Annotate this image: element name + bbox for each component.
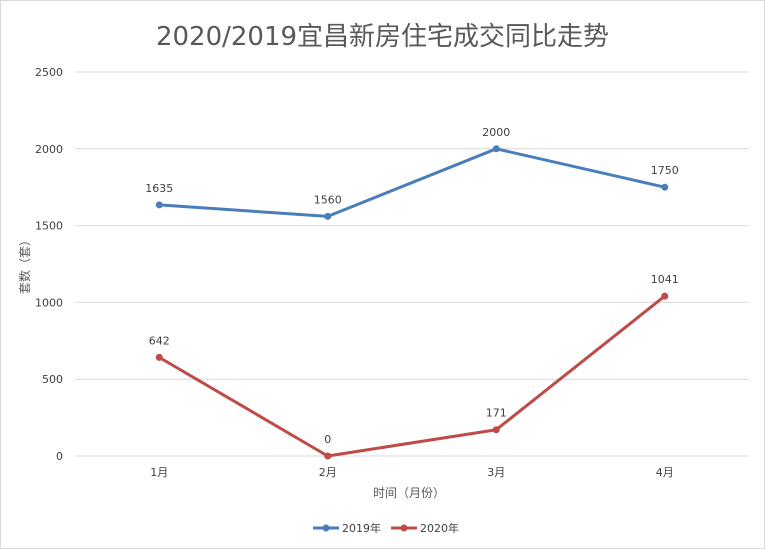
- y-tick-label: 500: [42, 373, 63, 386]
- data-label: 1750: [651, 164, 679, 177]
- data-label: 642: [149, 334, 170, 347]
- x-tick-label: 2月: [319, 466, 337, 479]
- y-tick-label: 2500: [35, 66, 63, 79]
- legend-swatch-marker: [400, 524, 408, 532]
- data-label: 0: [324, 433, 331, 446]
- y-tick-label: 2000: [35, 143, 63, 156]
- data-point: [155, 353, 163, 361]
- y-tick-label: 1000: [35, 296, 63, 309]
- data-point: [661, 183, 669, 191]
- legend-entry: 2020年: [420, 521, 459, 535]
- data-point: [324, 212, 332, 220]
- gridlines: [75, 71, 749, 457]
- y-tick-labels: 0 500 1000 1500 2000 2500: [35, 66, 63, 463]
- x-axis-label: 时间（月份）: [373, 486, 445, 500]
- series-group: [155, 145, 669, 460]
- y-tick-label: 0: [56, 450, 63, 463]
- y-tick-label: 1500: [35, 220, 63, 233]
- data-label: 171: [486, 407, 507, 420]
- x-tick-label: 4月: [656, 466, 674, 479]
- series-line: [158, 294, 666, 458]
- x-tick-labels: 1月 2月 3月 4月: [150, 466, 674, 479]
- data-label: 1041: [651, 273, 679, 286]
- data-point: [492, 145, 500, 153]
- x-tick-label: 3月: [487, 466, 505, 479]
- data-label: 1635: [145, 182, 173, 195]
- y-axis-label: 套数（套）: [17, 234, 32, 294]
- chart-title: 2020/2019宜昌新房住宅成交同比走势: [155, 22, 610, 52]
- data-label: 2000: [482, 126, 510, 139]
- data-point: [155, 201, 163, 209]
- legend-swatch-marker: [322, 524, 330, 532]
- data-labels: 1635 1560 2000 1750 642 0 171 1041: [145, 126, 679, 446]
- data-label: 1560: [314, 193, 342, 206]
- data-point: [661, 292, 669, 300]
- data-point: [492, 426, 500, 434]
- series-line: [159, 147, 666, 218]
- legend-entry: 2019年: [342, 521, 381, 535]
- legend: 2019年 2020年: [313, 521, 459, 535]
- x-tick-label: 1月: [150, 466, 168, 479]
- data-point: [324, 452, 332, 460]
